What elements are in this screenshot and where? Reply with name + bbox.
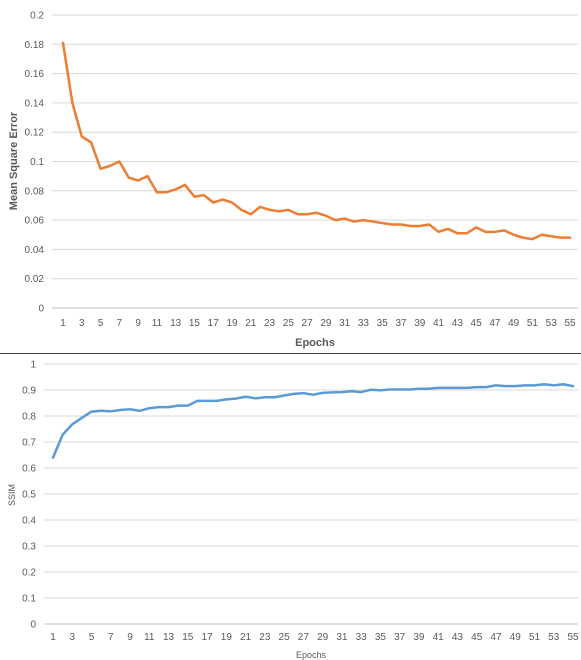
x-tick-label: 41	[433, 318, 445, 329]
y-tick-label: 0.9	[22, 386, 36, 397]
y-tick-label: 0.16	[25, 69, 45, 80]
x-tick-label: 23	[259, 632, 271, 643]
y-tick-label: 0	[38, 304, 44, 315]
x-tick-label: 15	[182, 632, 194, 643]
x-tick-label: 51	[527, 318, 539, 329]
y-tick-label: 0.2	[22, 568, 36, 579]
y-tick-label: 0.2	[30, 11, 44, 22]
x-tick-label: 37	[394, 632, 406, 643]
y-tick-label: 0.14	[25, 98, 45, 109]
x-tick-label: 49	[510, 632, 522, 643]
x-tick-label: 7	[108, 632, 114, 643]
y-tick-label: 1	[30, 360, 36, 371]
x-tick-label: 25	[283, 318, 295, 329]
x-tick-label: 29	[320, 318, 332, 329]
series-line	[51, 383, 575, 459]
series-line	[61, 41, 572, 241]
x-tick-label: 9	[135, 318, 141, 329]
x-tick-label: 55	[567, 632, 579, 643]
x-tick-label: 23	[264, 318, 276, 329]
x-tick-label: 27	[298, 632, 310, 643]
x-tick-label: 11	[144, 632, 155, 643]
x-axis-title: Epochs	[295, 337, 335, 349]
x-tick-label: 11	[152, 318, 163, 329]
x-tick-label: 29	[317, 632, 329, 643]
y-tick-label: 0.04	[25, 245, 45, 256]
x-tick-label: 15	[189, 318, 201, 329]
y-tick-label: 0.18	[25, 40, 45, 51]
x-tick-label: 35	[377, 318, 389, 329]
x-axis-title: Epochs	[296, 650, 327, 660]
chart-divider	[0, 353, 581, 354]
x-tick-label: 7	[117, 318, 123, 329]
x-tick-label: 43	[452, 632, 464, 643]
x-tick-label: 53	[548, 632, 560, 643]
y-tick-label: 0.5	[22, 490, 36, 501]
x-tick-label: 45	[471, 632, 483, 643]
x-tick-label: 17	[208, 318, 220, 329]
x-tick-label: 3	[69, 632, 75, 643]
x-tick-label: 5	[98, 318, 104, 329]
x-tick-label: 25	[279, 632, 291, 643]
x-tick-label: 49	[508, 318, 520, 329]
x-tick-label: 13	[170, 318, 182, 329]
y-tick-label: 0.06	[25, 216, 45, 227]
x-tick-label: 1	[50, 632, 56, 643]
y-axis-title: Mean Square Error	[8, 111, 20, 210]
x-tick-label: 47	[489, 318, 501, 329]
x-tick-label: 9	[127, 632, 133, 643]
x-tick-label: 37	[395, 318, 407, 329]
x-tick-label: 51	[529, 632, 541, 643]
x-tick-label: 45	[471, 318, 483, 329]
y-tick-label: 0.4	[22, 516, 36, 527]
x-tick-label: 55	[564, 318, 576, 329]
y-tick-label: 0.08	[25, 186, 45, 197]
x-tick-label: 33	[358, 318, 370, 329]
x-tick-label: 33	[356, 632, 368, 643]
x-tick-label: 19	[221, 632, 233, 643]
x-tick-label: 3	[79, 318, 85, 329]
x-tick-label: 39	[413, 632, 425, 643]
x-tick-label: 21	[245, 318, 257, 329]
ssim-chart: 00.10.20.30.40.50.60.70.80.911 3 5 7 9 11 13 15…	[7, 360, 579, 660]
y-tick-label: 0	[30, 620, 36, 631]
y-tick-label: 0.3	[22, 542, 36, 553]
y-tick-label: 0.12	[25, 128, 45, 139]
mse-chart: 0 0.02 0.04 0.06 0.08 0.1 0.12 0.14 0.16 0.18 0.2 1…	[8, 11, 578, 349]
x-tick-label: 21	[240, 632, 252, 643]
y-tick-label: 0.1	[30, 157, 44, 168]
x-tick-label: 31	[339, 318, 351, 329]
x-tick-label: 5	[89, 632, 95, 643]
x-tick-label: 1	[60, 318, 66, 329]
y-tick-label: 0.7	[22, 438, 36, 449]
x-tick-label: 43	[452, 318, 464, 329]
x-tick-label: 39	[414, 318, 426, 329]
y-axis-title: SSIM	[7, 484, 17, 506]
x-tick-label: 27	[302, 318, 314, 329]
x-tick-label: 35	[375, 632, 387, 643]
y-tick-label: 0.8	[22, 412, 36, 423]
y-tick-label: 0.02	[25, 274, 45, 285]
x-tick-label: 53	[546, 318, 558, 329]
y-tick-label: 0.6	[22, 464, 36, 475]
x-tick-label: 13	[163, 632, 175, 643]
x-tick-label: 31	[336, 632, 348, 643]
x-tick-label: 47	[490, 632, 502, 643]
x-tick-label: 19	[226, 318, 238, 329]
x-tick-label: 41	[433, 632, 445, 643]
x-tick-label: 17	[202, 632, 214, 643]
y-tick-label: 0.1	[22, 594, 36, 605]
